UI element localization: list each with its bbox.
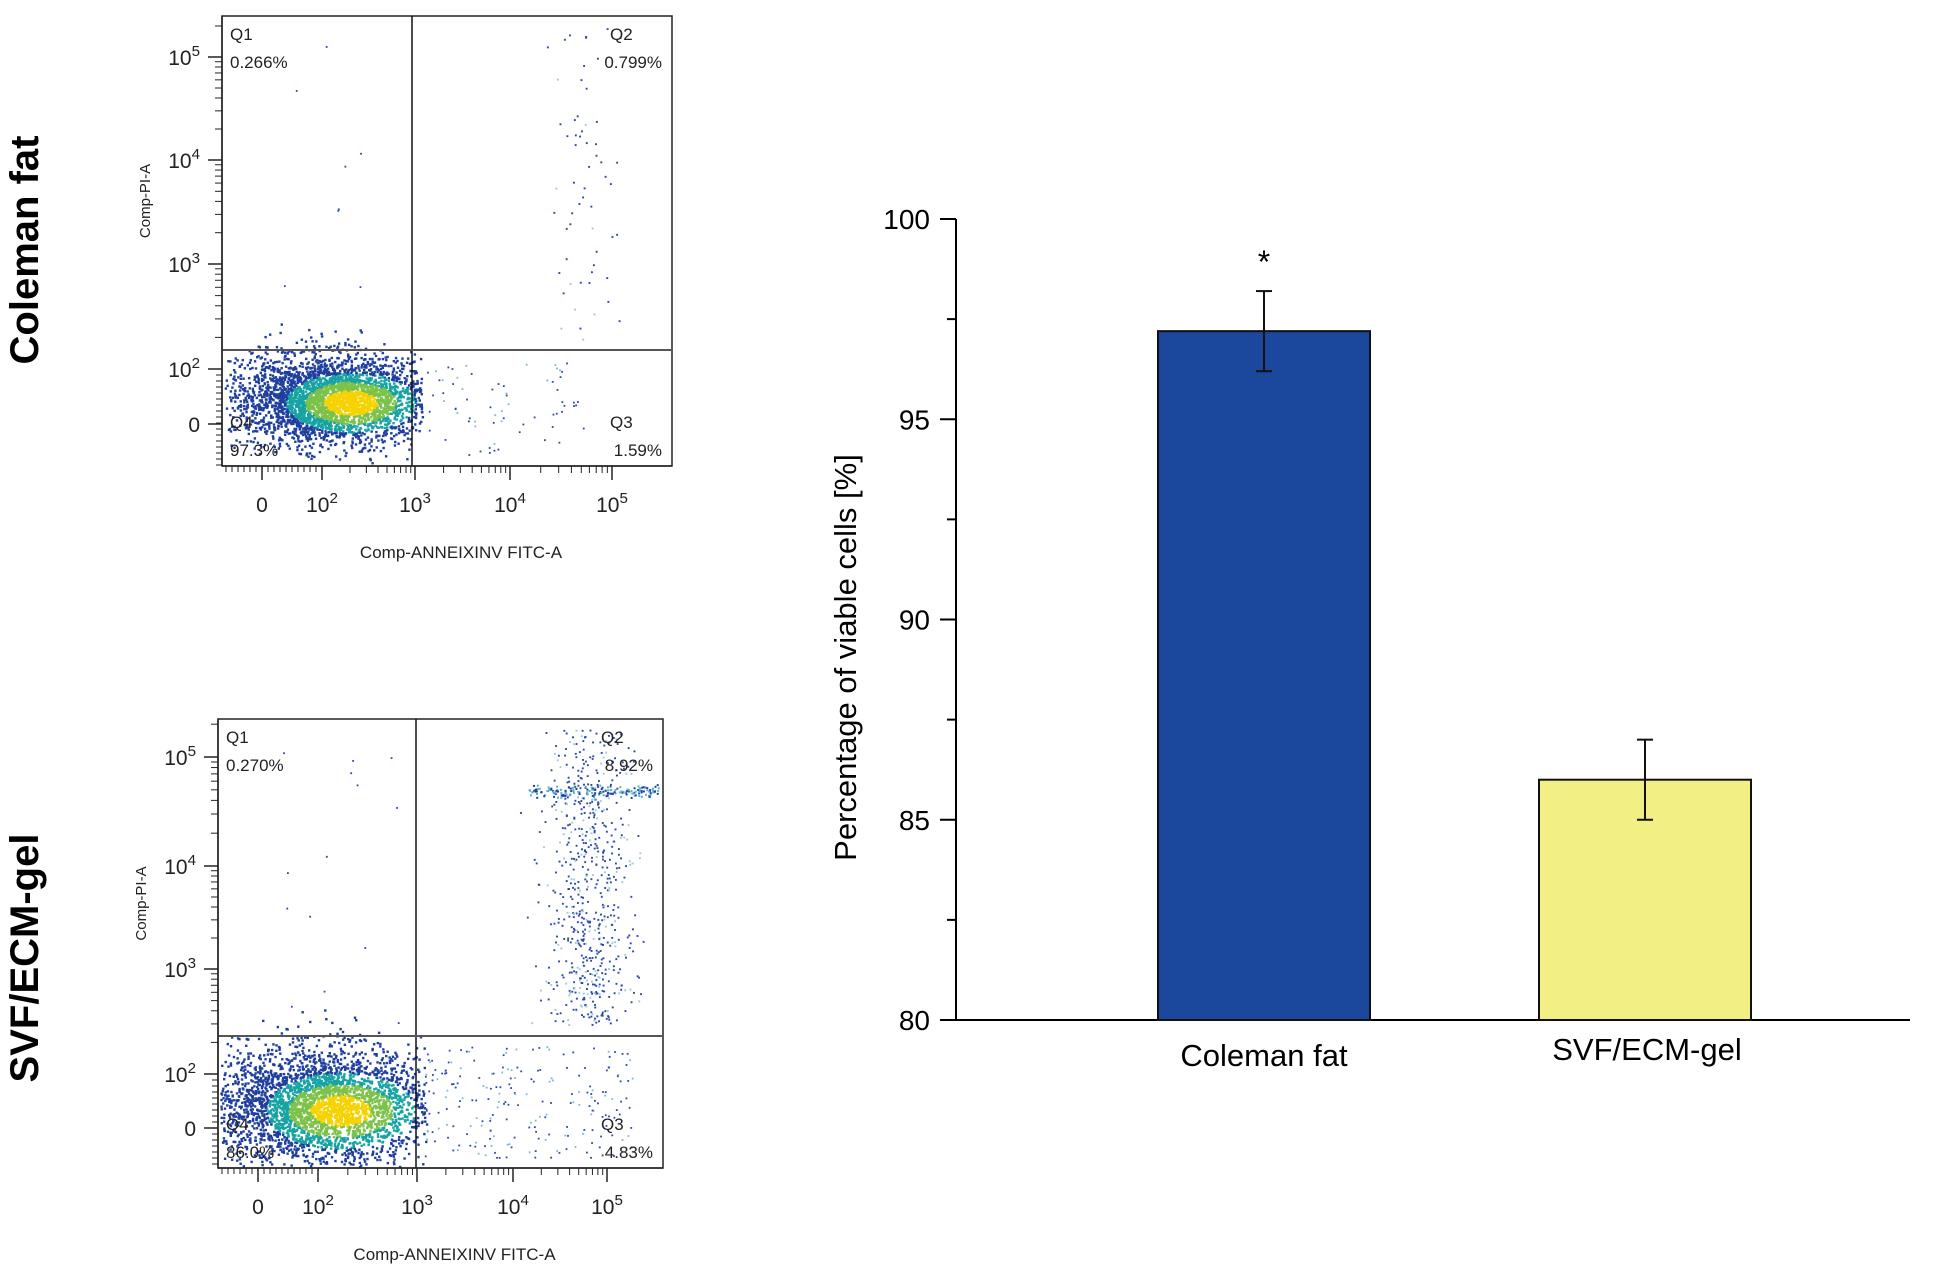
- quadrant-name-q2: Q2: [610, 25, 633, 44]
- quadrant-name-q3: Q3: [601, 1115, 624, 1134]
- bar-chart-viability: 80 85 90 95 100 Percentage of viable cells [%…: [828, 204, 1910, 1073]
- x-axis: 0 102 103 104 105: [222, 465, 672, 517]
- x-axis-label: Comp-ANNEIXINV FITC-A: [353, 1245, 556, 1264]
- quadrant-value-q1: 0.270%: [226, 756, 284, 775]
- y-tick-label: 0: [184, 1118, 196, 1141]
- y-tick-label: 0: [188, 414, 200, 437]
- error-bar: [1256, 290, 1272, 373]
- x-tick-label: 0: [252, 1196, 264, 1219]
- row-label-coleman-fat: Coleman fat: [3, 136, 47, 365]
- quadrant-value-q2: 0.799%: [604, 53, 662, 72]
- quadrant-value-q1: 0.266%: [230, 53, 288, 72]
- y-tick-label: 80: [899, 1005, 930, 1036]
- x-tick-label: 104: [494, 490, 526, 517]
- quadrant-name-q3: Q3: [610, 413, 633, 432]
- plot-frame: [217, 718, 664, 1169]
- x-tick-label: 102: [302, 1192, 334, 1219]
- quadrant-name-q4: Q4: [226, 1115, 249, 1134]
- bar-coleman-fat: [1157, 330, 1371, 1021]
- quadrant-value-q3: 1.59%: [614, 441, 662, 460]
- y-tick-label: 100: [883, 204, 930, 235]
- quadrant-name-q2: Q2: [601, 728, 624, 747]
- quadrant-name-q4: Q4: [230, 413, 253, 432]
- x-tick-label: 105: [591, 1192, 623, 1219]
- y-tick-label: 104: [164, 852, 196, 879]
- x-axis-label: Comp-ANNEIXINV FITC-A: [360, 543, 563, 562]
- quadrant-value-q4: 97.3%: [230, 441, 278, 460]
- flow-plot-coleman-fat: Q1 0.266% Q2 0.799% Q3 1.59% Q4 97.3% 0 102 103 104…: [137, 15, 673, 562]
- significance-marker: *: [1258, 244, 1270, 280]
- y-axis: 0 102 103 104 105: [164, 719, 219, 1168]
- x-category-label: SVF/ECM-gel: [1552, 1032, 1741, 1067]
- y-tick-label: 85: [899, 805, 930, 836]
- y-axis-label: Comp-PI-A: [133, 866, 150, 940]
- quadrant-value-q3: 4.83%: [605, 1143, 653, 1162]
- x-tick-label: 104: [497, 1192, 529, 1219]
- y-tick-label: 103: [164, 955, 196, 982]
- quadrant-value-q2: 8.92%: [605, 756, 653, 775]
- y-tick-label: 105: [168, 43, 200, 70]
- x-tick-label: 102: [306, 490, 338, 517]
- error-bar: [1637, 738, 1653, 821]
- y-tick-label: 102: [168, 355, 200, 382]
- event-scatter: [224, 28, 622, 465]
- y-tick-label: 95: [899, 404, 930, 435]
- x-category-label: Coleman fat: [1180, 1038, 1348, 1073]
- y-tick-label: 105: [164, 743, 196, 770]
- quadrant-name-q1: Q1: [230, 25, 253, 44]
- quadrant-name-q1: Q1: [226, 728, 249, 747]
- row-label-svf-ecm-gel: SVF/ECM-gel: [3, 834, 47, 1083]
- x-tick-label: 103: [399, 490, 431, 517]
- y-ticks: 80 85 90 95 100: [883, 204, 956, 1036]
- y-axis-label: Comp-PI-A: [137, 164, 154, 238]
- quadrant-value-q4: 86.0%: [226, 1143, 274, 1162]
- y-axis-label: Percentage of viable cells [%]: [828, 454, 863, 861]
- y-tick-label: 104: [168, 146, 200, 173]
- y-axis: 0 102 103 104 105: [168, 16, 223, 466]
- flow-plot-svf-ecm-gel: Q1 0.270% Q2 8.92% Q3 4.83% Q4 86.0% 0 102 103 104 1…: [133, 718, 664, 1264]
- y-tick-label: 102: [164, 1060, 196, 1087]
- x-axis: 0 102 103 104 105: [218, 1167, 663, 1219]
- x-tick-label: 103: [401, 1192, 433, 1219]
- event-scatter: [220, 729, 660, 1169]
- x-tick-label: 0: [256, 494, 268, 517]
- y-tick-label: 90: [899, 605, 930, 636]
- y-tick-label: 103: [168, 250, 200, 277]
- x-tick-label: 105: [596, 490, 628, 517]
